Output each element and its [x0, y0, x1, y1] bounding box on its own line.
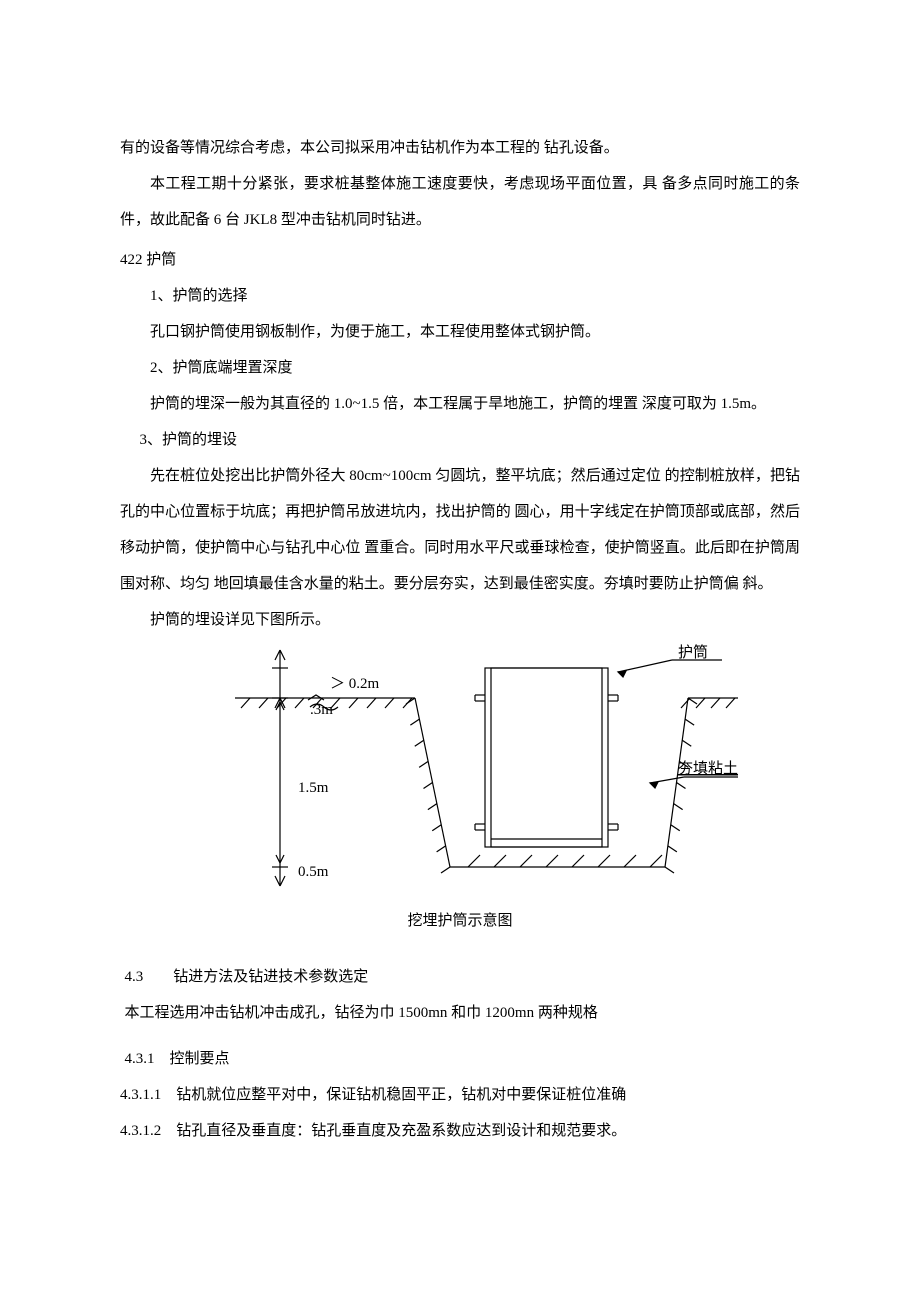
- paragraph-4-3-1-1: 4.3.1.1 钻机就位应整平对中，保证钻机稳固平正，钻机对中要保证桩位准确: [120, 1077, 800, 1113]
- svg-text:护筒: 护筒: [678, 644, 708, 661]
- paragraph: 本工程工期十分紧张，要求桩基整体施工速度要快，考虑现场平面位置，具 备多点同时施…: [120, 166, 800, 238]
- section-422-heading: 422 护筒: [120, 242, 800, 278]
- casing-diagram: ＞ 0.2m .3m 1.5m 0.5m 护筒夯填粘土: [180, 642, 740, 887]
- paragraph: 护筒的埋深一般为其直径的 1.0~1.5 倍，本工程属于旱地施工，护筒的埋置 深…: [120, 386, 800, 422]
- diagram-caption: 挖埋护筒示意图: [120, 903, 800, 939]
- svg-text:0.5m: 0.5m: [298, 864, 329, 880]
- section-4-3-1-heading: 4.3.1 控制要点: [120, 1041, 800, 1077]
- paragraph: 本工程选用冲击钻机冲击成孔，钻径为巾 1500mn 和巾 1200mn 两种规格: [120, 995, 800, 1031]
- svg-text:.3m: .3m: [310, 702, 333, 718]
- paragraph: 孔口钢护筒使用钢板制作，为便于施工，本工程使用整体式钢护筒。: [120, 314, 800, 350]
- paragraph: 有的设备等情况综合考虑，本公司拟采用冲击钻机作为本工程的 钻孔设备。: [120, 130, 800, 166]
- diagram-container: ＞ 0.2m .3m 1.5m 0.5m 护筒夯填粘土: [120, 642, 800, 887]
- subheading-422-3: 3、护筒的埋设: [120, 422, 800, 458]
- paragraph: 护筒的埋设详见下图所示。: [120, 602, 800, 638]
- svg-text:＞ 0.2m: ＞ 0.2m: [330, 676, 380, 692]
- subheading-422-1: 1、护筒的选择: [120, 278, 800, 314]
- section-4-3-heading: 4.3 钻进方法及钻进技术参数选定: [120, 959, 800, 995]
- paragraph: 先在桩位处挖出比护筒外径大 80cm~100cm 匀圆坑，整平坑底；然后通过定位…: [120, 458, 800, 602]
- svg-text:夯填粘土: 夯填粘土: [678, 760, 738, 777]
- subheading-422-2: 2、护筒底端埋置深度: [120, 350, 800, 386]
- svg-text:1.5m: 1.5m: [298, 780, 329, 796]
- document-page: 有的设备等情况综合考虑，本公司拟采用冲击钻机作为本工程的 钻孔设备。 本工程工期…: [0, 0, 920, 1303]
- paragraph-4-3-1-2: 4.3.1.2 钻孔直径及垂直度：钻孔垂直度及充盈系数应达到设计和规范要求。: [120, 1113, 800, 1149]
